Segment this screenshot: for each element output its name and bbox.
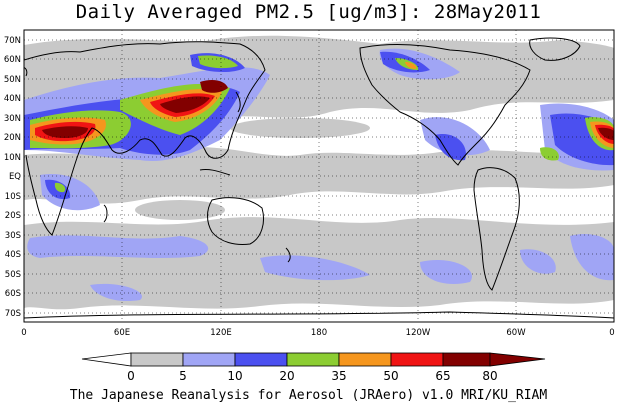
lat-label: 10N (4, 153, 21, 163)
colorbar-swatch (390, 352, 444, 367)
lat-label: 20S (5, 211, 21, 221)
colorbar-swatch (182, 352, 236, 367)
colorbar-swatch (130, 352, 184, 367)
colorbar-swatch (442, 352, 491, 367)
lon-label: 60E (114, 328, 130, 338)
pm25-field (24, 30, 614, 322)
colorbar-label: 20 (279, 369, 294, 383)
colorbar-label: 65 (435, 369, 450, 383)
colorbar-label: 10 (227, 369, 242, 383)
lat-axis: 70N 60N 50N 40N 30N 20N 10N EQ 10S 20S 3… (4, 36, 21, 319)
colorbar-label: 80 (482, 369, 497, 383)
lon-label: 120E (210, 328, 232, 338)
pm25-level-5-10 (24, 35, 614, 310)
lat-label: 50S (5, 270, 21, 280)
lon-label: 0 (21, 328, 26, 338)
colorbar-swatch (81, 352, 132, 367)
coastlines (24, 37, 614, 319)
lat-label: 40S (5, 250, 21, 260)
map-title: Daily Averaged PM2.5 [ug/m3]: 28May2011 (75, 1, 542, 23)
lat-label: 40N (4, 94, 21, 104)
lat-label: 50N (4, 75, 21, 85)
lat-label: 70S (5, 309, 21, 319)
lat-label: 60S (5, 289, 21, 299)
lon-label: 120W (406, 328, 431, 338)
lat-label: EQ (9, 172, 21, 182)
lat-label: 20N (4, 133, 21, 143)
lat-label: 70N (4, 36, 21, 46)
lon-axis: 0 60E 120E 180 120W 60W 0 (21, 328, 614, 338)
lon-label: 0 (609, 328, 614, 338)
colorbar-label: 50 (383, 369, 398, 383)
lon-label: 60W (506, 328, 526, 338)
data-source-caption: The Japanese Reanalysis for Aerosol (JRA… (69, 388, 548, 403)
colorbar-swatch (286, 352, 340, 367)
lon-label: 180 (311, 328, 327, 338)
colorbar-swatch (338, 352, 392, 367)
lat-label: 60N (4, 55, 21, 65)
pm25-level-above-80 (42, 80, 614, 140)
colorbar-swatch (489, 352, 546, 367)
colorbar: 0 5 10 20 35 50 65 80 (81, 352, 546, 383)
lat-label: 30N (4, 114, 21, 124)
colorbar-label: 5 (179, 369, 187, 383)
lat-label: 10S (5, 192, 21, 202)
lat-lon-grid (24, 30, 614, 322)
colorbar-label: 0 (127, 369, 135, 383)
lat-label: 30S (5, 231, 21, 241)
colorbar-label: 35 (331, 369, 346, 383)
colorbar-swatch (234, 352, 288, 367)
map-frame (23, 29, 615, 323)
